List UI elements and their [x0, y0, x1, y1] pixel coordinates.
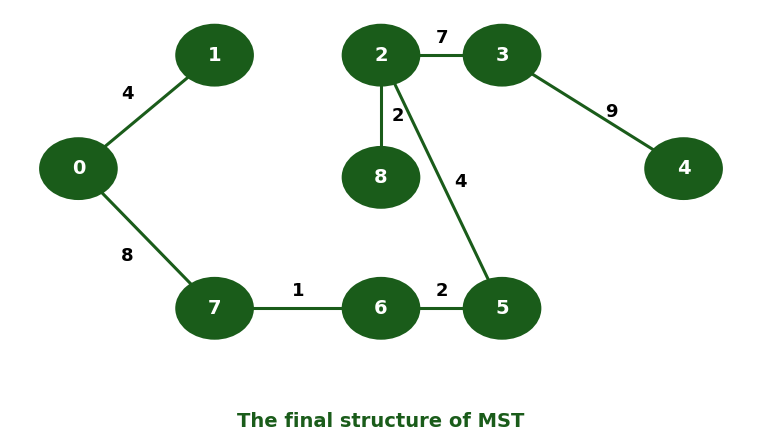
Text: The final structure of MST: The final structure of MST [237, 412, 525, 431]
Ellipse shape [39, 137, 118, 200]
Text: 5: 5 [495, 299, 509, 318]
Text: 1: 1 [292, 282, 304, 300]
Text: 0: 0 [72, 159, 85, 178]
Ellipse shape [341, 277, 421, 340]
Text: 4: 4 [677, 159, 690, 178]
Text: 7: 7 [208, 299, 221, 318]
Text: 1: 1 [208, 46, 222, 65]
Text: 6: 6 [374, 299, 388, 318]
Ellipse shape [341, 146, 421, 209]
Text: 3: 3 [495, 46, 509, 65]
Text: 9: 9 [606, 103, 618, 121]
Text: 8: 8 [374, 168, 388, 187]
Ellipse shape [463, 24, 541, 87]
Ellipse shape [463, 277, 541, 340]
Ellipse shape [175, 24, 254, 87]
Text: 2: 2 [392, 107, 404, 125]
Text: 7: 7 [435, 29, 448, 47]
Text: 4: 4 [121, 85, 134, 103]
Text: 8: 8 [121, 247, 134, 265]
Ellipse shape [175, 277, 254, 340]
Text: 4: 4 [454, 173, 466, 191]
Text: 2: 2 [435, 282, 448, 300]
Ellipse shape [341, 24, 421, 87]
Text: 2: 2 [374, 46, 388, 65]
Ellipse shape [644, 137, 723, 200]
